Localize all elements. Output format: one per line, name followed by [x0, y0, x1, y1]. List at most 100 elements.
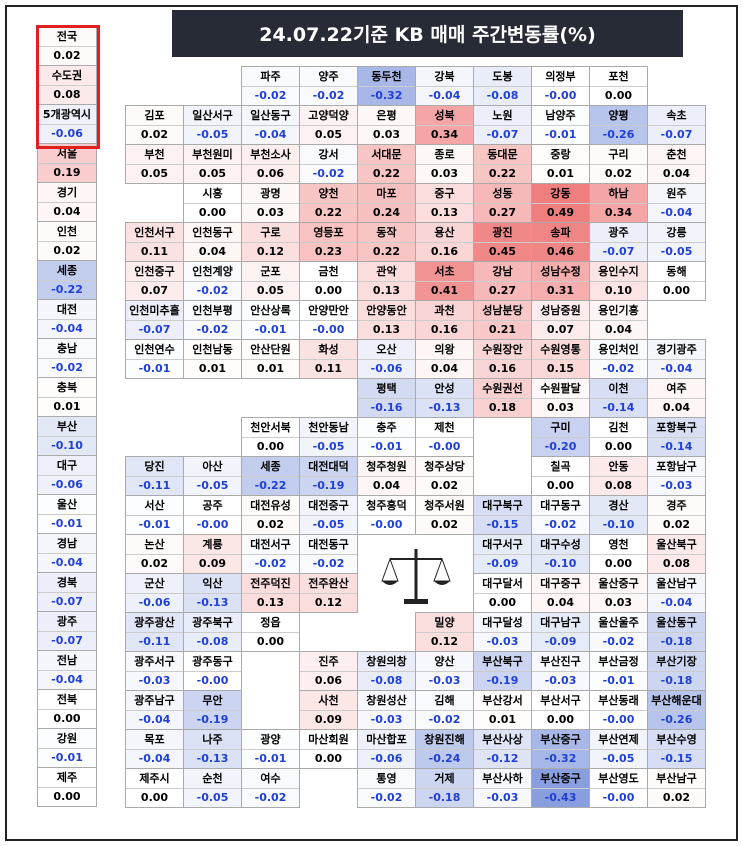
region-name: 대구북구: [474, 496, 531, 516]
region-cell: 경기광주 -0.04: [647, 339, 706, 379]
region-value: 0.16: [430, 245, 459, 258]
region-value: 0.00: [314, 752, 343, 765]
region-name: 동대문: [474, 145, 531, 165]
region-value: 0.11: [140, 245, 169, 258]
region-cell: 수원영통 0.15: [531, 339, 590, 379]
region-name: 은평: [358, 106, 415, 126]
region-value: -0.02: [312, 557, 345, 570]
region-value: -0.10: [544, 557, 577, 570]
region-value: -0.00: [370, 518, 403, 531]
region-value: 0.24: [372, 206, 401, 219]
region-name: 목포: [126, 730, 183, 750]
region-name: 수원영통: [532, 340, 589, 360]
region-value: -0.14: [602, 401, 635, 414]
region-value: 0.45: [488, 245, 517, 258]
region-cell: 대구달성 -0.03: [473, 612, 532, 652]
region-value: 0.13: [372, 284, 401, 297]
region-value: 0.09: [314, 713, 343, 726]
region-name: 용산: [416, 223, 473, 243]
region-name: 수원장안: [474, 340, 531, 360]
region-value: 0.10: [604, 284, 633, 297]
region-value: 0.49: [546, 206, 575, 219]
region-name: 전북: [38, 690, 96, 710]
region-cell: 인천미추홀 -0.07: [125, 300, 184, 340]
region-name: 인천중구: [126, 262, 183, 282]
region-name: 인천남동: [184, 340, 241, 360]
region-cell: 마포 0.24: [357, 183, 416, 223]
region-value: 0.04: [198, 245, 227, 258]
region-name: 경산: [590, 496, 647, 516]
region-value: 0.03: [430, 167, 459, 180]
region-name: 창원진해: [416, 730, 473, 750]
region-cell: 공주 -0.00: [183, 495, 242, 535]
region-name: 울산중구: [590, 574, 647, 594]
region-cell: 부산사상 -0.12: [473, 729, 532, 769]
region-value: 0.01: [546, 167, 575, 180]
region-value: -0.02: [312, 167, 345, 180]
region-cell: 강서 -0.02: [299, 144, 358, 184]
region-value: 0.04: [546, 596, 575, 609]
region-cell: 안산상록 -0.01: [241, 300, 300, 340]
region-name: 충남: [38, 339, 96, 359]
region-cell: 포항남구 -0.03: [647, 456, 706, 496]
region-cell: 고양덕양 0.05: [299, 105, 358, 145]
region-value: -0.03: [544, 674, 577, 687]
region-cell: 강동 0.49: [531, 183, 590, 223]
region-name: 구미: [532, 418, 589, 438]
region-name: 청주흥덕: [358, 496, 415, 516]
region-name: 부산금정: [590, 652, 647, 672]
region-name: 김포: [126, 106, 183, 126]
region-name: 용인기흥: [590, 301, 647, 321]
region-name: 청주상당: [416, 457, 473, 477]
region-cell: 광진 0.45: [473, 222, 532, 262]
region-value: -0.22: [51, 283, 83, 296]
region-value: 0.08: [604, 479, 633, 492]
region-value: -0.18: [428, 791, 461, 804]
region-name: 강릉: [648, 223, 705, 243]
region-cell: 세종 -0.22: [241, 456, 300, 496]
region-cell: 성남수정 0.31: [531, 261, 590, 301]
region-name: 부산: [38, 417, 96, 437]
region-name: 진주: [300, 652, 357, 672]
region-name: 제주: [38, 768, 96, 788]
region-name: 부산수영: [648, 730, 705, 750]
region-cell: 포천 0.00: [589, 66, 648, 106]
region-value: 0.04: [372, 479, 401, 492]
region-cell: 군포 0.05: [241, 261, 300, 301]
region-name: 양천: [300, 184, 357, 204]
region-name: 마포: [358, 184, 415, 204]
region-value: -0.02: [254, 557, 287, 570]
region-name: 일산서구: [184, 106, 241, 126]
region-value: 0.00: [314, 284, 343, 297]
region-name: 부산해운대: [648, 691, 705, 711]
region-name: 원주: [648, 184, 705, 204]
region-cell: 안동 0.08: [589, 456, 648, 496]
region-value: -0.08: [196, 635, 229, 648]
region-value: 0.04: [53, 205, 81, 218]
region-value: -0.13: [196, 752, 229, 765]
region-value: -0.05: [196, 479, 229, 492]
region-cell: 경북 -0.07: [37, 572, 97, 612]
region-cell: 광주서구 -0.03: [125, 651, 184, 691]
region-value: 0.01: [256, 362, 285, 375]
region-name: 금천: [300, 262, 357, 282]
region-name: 강북: [416, 67, 473, 87]
region-cell: 경기 0.04: [37, 182, 97, 222]
region-name: 양산: [416, 652, 473, 672]
region-cell: 용산 0.16: [415, 222, 474, 262]
region-value: -0.19: [486, 674, 519, 687]
region-value: -0.13: [196, 596, 229, 609]
region-name: 칠곡: [532, 457, 589, 477]
region-name: 부산동래: [590, 691, 647, 711]
region-name: 구로: [242, 223, 299, 243]
region-value: 0.13: [372, 323, 401, 336]
region-name: 광주: [590, 223, 647, 243]
region-value: 0.21: [488, 323, 517, 336]
region-cell: 일산서구 -0.05: [183, 105, 242, 145]
region-name: 대구동구: [532, 496, 589, 516]
region-name: 대전중구: [300, 496, 357, 516]
region-name: 부산중구: [532, 769, 589, 789]
region-name: 울산: [38, 495, 96, 515]
region-name: 수원권선: [474, 379, 531, 399]
